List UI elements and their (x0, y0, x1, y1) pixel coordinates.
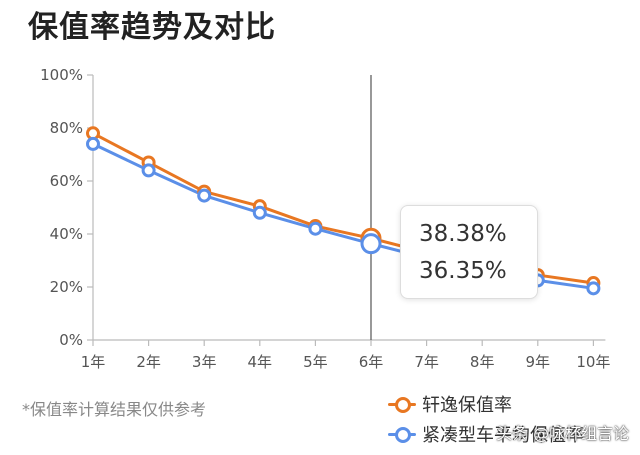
y-tick-label: 40% (50, 225, 83, 243)
legend-label-series-1: 轩逸保值率 (422, 395, 512, 416)
legend-marker-series-2 (388, 427, 416, 443)
y-tick-label: 100% (40, 66, 83, 84)
legend-marker-series-1 (388, 397, 416, 413)
x-tick-label: 2年 (136, 353, 161, 371)
chart-legend: 轩逸保值率 紧凑型车平均保值率 (388, 391, 638, 451)
x-tick-label: 7年 (414, 353, 439, 371)
x-tick-label: 1年 (81, 353, 106, 371)
data-point-series-2 (252, 205, 267, 220)
legend-label-series-2: 紧凑型车平均保值率 (422, 425, 584, 446)
value-tooltip: 38.38% 36.35% (400, 205, 538, 299)
data-point-series-2 (141, 163, 156, 178)
page-title: 保值率趋势及对比 (28, 10, 276, 45)
y-tick-label: 0% (59, 331, 83, 349)
data-point-series-2 (86, 136, 100, 151)
y-tick-label: 60% (50, 172, 83, 190)
data-point-series-2 (360, 233, 382, 255)
tooltip-value-series-1: 38.38% (419, 221, 507, 247)
y-tick-label: 80% (50, 119, 83, 137)
watermark: 头条 @咏杯组言论 (496, 424, 630, 443)
legend-item-series-2[interactable]: 紧凑型车平均保值率 (388, 421, 584, 447)
x-tick-label: 4年 (248, 353, 273, 371)
x-tick-label: 5年 (303, 353, 328, 371)
y-tick-label: 20% (50, 278, 83, 296)
tooltip-value-series-2: 36.35% (419, 258, 507, 284)
data-point-series-2 (197, 188, 212, 203)
footnote: *保值率计算结果仅供参考 (22, 400, 207, 419)
x-tick-label: 3年 (192, 353, 217, 371)
axis-layer: 0% 20% 40% 60% 80% 100% 1年 2年 3年 4年 5年 6年 7年 8年 9年 10年 (40, 66, 610, 371)
x-tick-label: 10年 (576, 353, 610, 371)
x-tick-label: 8年 (470, 353, 495, 371)
x-tick-label: 9年 (526, 353, 551, 371)
data-point-series-2 (586, 281, 601, 296)
data-point-series-2 (308, 221, 323, 236)
legend-item-series-1[interactable]: 轩逸保值率 (388, 391, 512, 417)
x-tick-label: 6年 (359, 353, 384, 371)
